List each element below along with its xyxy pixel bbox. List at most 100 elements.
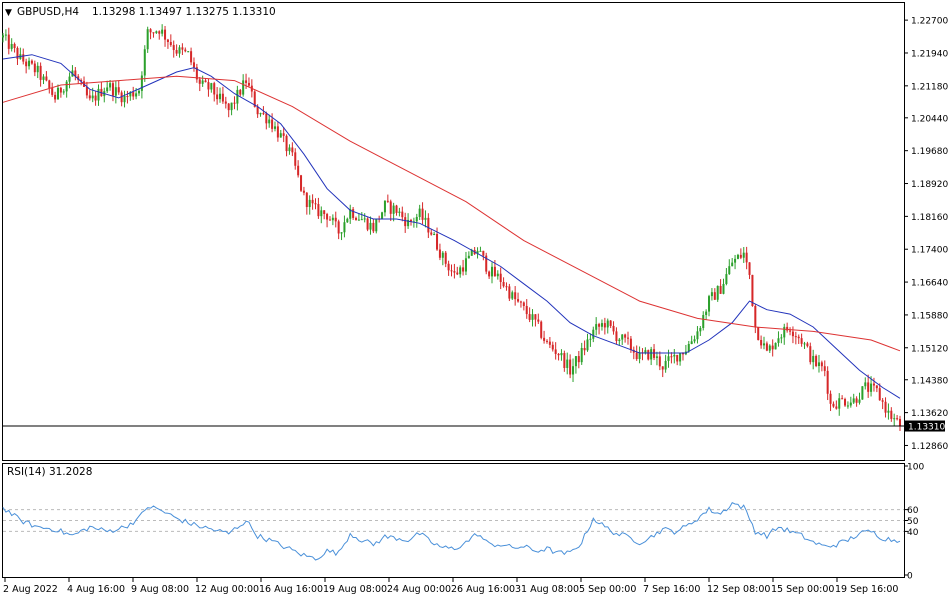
- candle-body: [132, 92, 135, 97]
- candle-body: [505, 286, 508, 288]
- candle-body: [829, 393, 832, 404]
- collapse-triangle-icon[interactable]: ▼: [5, 8, 12, 18]
- candle-body: [409, 219, 413, 222]
- candle-body: [786, 326, 789, 331]
- candle-body: [450, 270, 453, 272]
- candle-body: [702, 314, 705, 328]
- candle-body: [216, 94, 219, 100]
- candle-body: [207, 82, 210, 90]
- candle-body: [765, 343, 768, 351]
- candle-body: [62, 91, 65, 93]
- price-tick-label: 1.22700: [911, 17, 948, 27]
- rsi-title: RSI(14) 31.2028: [7, 466, 92, 478]
- candle-body: [97, 88, 100, 101]
- candle-body: [713, 292, 716, 300]
- candle-body: [383, 200, 386, 213]
- time-tick-label: 4 Aug 16:00: [67, 584, 125, 595]
- candle-body: [91, 95, 94, 99]
- candle-body: [236, 89, 239, 104]
- candle-body: [771, 345, 774, 350]
- candle-body: [297, 165, 300, 176]
- candle-body: [152, 32, 155, 34]
- candle-body: [592, 329, 595, 339]
- candle-body: [482, 250, 485, 256]
- candle-body: [719, 285, 722, 294]
- candle-body: [783, 326, 786, 338]
- candle-body: [346, 218, 349, 223]
- candle-body: [265, 113, 268, 124]
- candle-body: [508, 286, 511, 299]
- candle-body: [352, 209, 355, 218]
- symbol-label: GBPUSD,H4: [17, 6, 79, 18]
- candle-body: [653, 349, 656, 358]
- candle-body: [401, 211, 404, 218]
- candle-body: [392, 205, 395, 214]
- candle-body: [762, 343, 766, 346]
- candle-body: [815, 355, 818, 367]
- candle-body: [88, 95, 91, 99]
- candle-body: [841, 398, 844, 400]
- candle-body: [456, 272, 459, 275]
- candle-body: [16, 48, 19, 59]
- candle-body: [809, 346, 812, 363]
- candle-body: [615, 331, 618, 342]
- candle-body: [658, 356, 661, 367]
- candle-body: [334, 217, 337, 222]
- candle-body: [476, 250, 479, 255]
- candle-body: [655, 356, 658, 358]
- candle-body: [499, 273, 502, 282]
- candle-body: [791, 331, 794, 337]
- candle-body: [300, 175, 303, 191]
- candle-body: [433, 233, 436, 235]
- candle-body: [30, 60, 33, 64]
- time-tick-label: 12 Sep 08:00: [707, 584, 770, 595]
- rsi-line: [2, 502, 901, 561]
- candle-body: [195, 67, 198, 80]
- time-tick-label: 16 Aug 16:00: [259, 584, 323, 595]
- candle-body: [566, 359, 569, 368]
- candle-body: [137, 90, 141, 94]
- candle-body: [294, 152, 297, 166]
- candle-body: [192, 62, 195, 68]
- candle-body: [106, 87, 109, 92]
- candle-body: [28, 60, 31, 67]
- candle-body: [887, 410, 890, 413]
- candle-body: [120, 92, 123, 103]
- candle-body: [227, 103, 230, 111]
- candle-body: [543, 337, 546, 341]
- candle-body: [273, 126, 277, 129]
- candle-body: [517, 299, 520, 302]
- candle-body: [598, 324, 601, 327]
- candle-body: [898, 418, 902, 427]
- candle-body: [760, 339, 763, 346]
- candle-body: [667, 356, 670, 361]
- candle-body: [563, 353, 566, 368]
- candle-body: [464, 258, 467, 272]
- price-tick-label: 1.18160: [911, 213, 948, 223]
- candle-body: [490, 266, 494, 277]
- candle-body: [389, 201, 392, 214]
- candle-body: [210, 83, 213, 90]
- candle-body: [242, 80, 245, 95]
- candle-body: [453, 271, 456, 273]
- candle-body: [734, 258, 737, 263]
- candle-body: [621, 334, 624, 340]
- candle-body: [797, 336, 800, 339]
- candle-body: [323, 210, 326, 215]
- candle-body: [375, 218, 378, 232]
- slow-ma-line: [2, 75, 901, 352]
- candle-body: [404, 217, 407, 227]
- candle-body: [878, 388, 881, 401]
- candle-body: [858, 399, 861, 403]
- time-tick-label: 31 Aug 08:00: [515, 584, 579, 595]
- candle-body: [638, 352, 641, 360]
- candle-body: [33, 63, 36, 73]
- candle-body: [647, 350, 650, 360]
- candle-body: [748, 262, 751, 275]
- candle-body: [644, 350, 647, 353]
- price-tick-label: 1.21940: [911, 49, 948, 59]
- candle-body: [65, 81, 68, 92]
- price-tick-label: 1.20440: [911, 114, 948, 124]
- candle-body: [554, 349, 557, 354]
- candle-body: [757, 327, 760, 340]
